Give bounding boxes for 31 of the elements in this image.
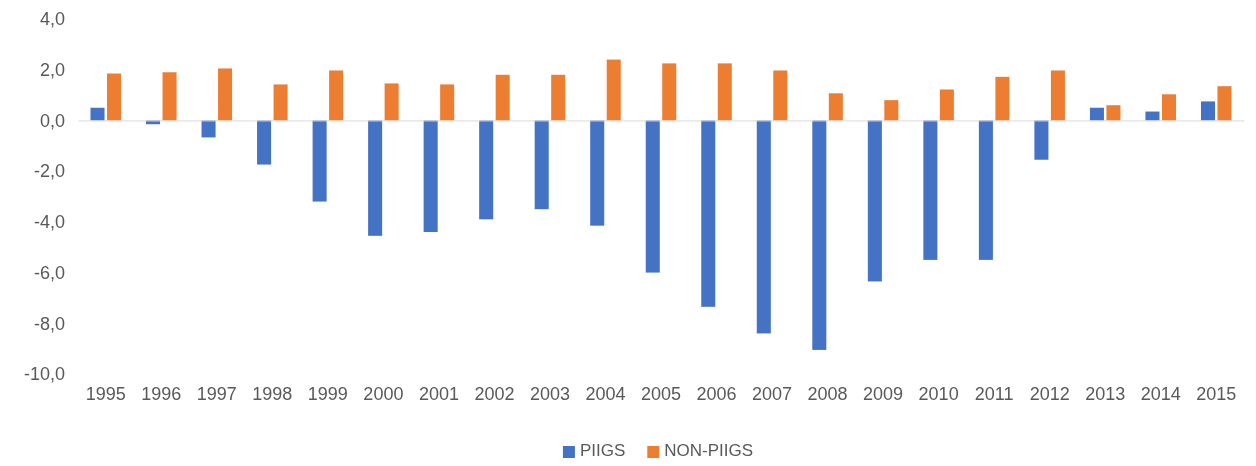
y-tick-label: -8,0 (33, 313, 65, 334)
y-tick-label: 0,0 (39, 110, 65, 131)
y-tick-label: -4,0 (33, 212, 65, 233)
x-tick-label: 2003 (529, 384, 570, 405)
legend-label: PIIGS (579, 441, 626, 460)
x-tick-label: 2013 (1085, 384, 1126, 405)
x-tick-label: 2009 (863, 384, 904, 405)
x-tick-label: 1995 (85, 384, 126, 405)
x-tick-label: 2002 (474, 384, 515, 405)
x-tick-label: 2007 (752, 384, 793, 405)
y-tick-label: -2,0 (33, 161, 65, 182)
x-tick-label: 1997 (196, 384, 237, 405)
x-tick-label: 1996 (141, 384, 182, 405)
x-tick-label: 2010 (918, 384, 959, 405)
legend-label: NON-PIIGS (664, 441, 754, 460)
x-tick-label: 2015 (1196, 384, 1237, 405)
x-tick-label: 2005 (640, 384, 682, 405)
x-tick-label: 2008 (807, 384, 848, 405)
x-tick-label: 2006 (696, 384, 737, 405)
y-tick-label: -6,0 (33, 262, 65, 283)
y-tick-label: 4,0 (39, 9, 65, 30)
x-tick-label: 2012 (1029, 384, 1070, 405)
x-tick-label: 1998 (252, 384, 293, 405)
x-tick-label: 2011 (974, 384, 1014, 405)
x-tick-label: 2000 (363, 384, 404, 405)
y-tick-label: -10,0 (23, 364, 65, 385)
y-tick-label: 2,0 (39, 59, 65, 80)
x-tick-label: 2004 (585, 384, 626, 405)
x-tick-label: 2014 (1140, 384, 1181, 405)
x-tick-label: 1999 (307, 384, 348, 405)
x-tick-label: 2001 (418, 384, 459, 405)
